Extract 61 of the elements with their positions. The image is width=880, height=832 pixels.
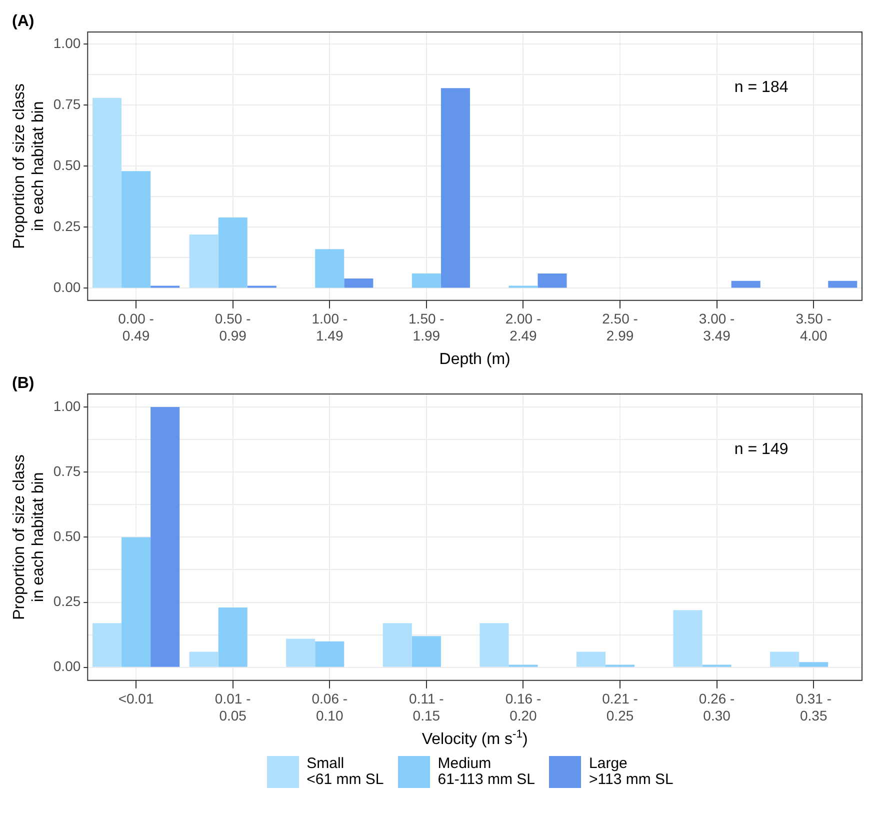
x-tick-label: 0.01 - 0.05 xyxy=(214,690,252,724)
x-tick-label: 0.50 - 0.99 xyxy=(214,310,252,344)
x-tick-label: 1.50 - 1.99 xyxy=(408,310,445,344)
bar xyxy=(189,234,218,288)
bar xyxy=(315,249,344,288)
x-tick-label: 0.11 - 0.15 xyxy=(409,690,444,724)
bar xyxy=(799,662,828,667)
bar xyxy=(382,623,412,667)
x-tick-label: 0.21 - 0.25 xyxy=(602,690,638,724)
bar xyxy=(412,636,441,667)
y-tick-label: 0.50 xyxy=(53,528,81,544)
legend-label: Small <61 mm SL xyxy=(306,755,384,788)
y-tick-label: 0.25 xyxy=(53,593,81,610)
bar xyxy=(440,88,470,288)
y-tick-label: 0.00 xyxy=(53,279,81,296)
bar xyxy=(286,638,316,667)
bar xyxy=(315,641,344,667)
bar xyxy=(576,652,606,667)
annotation: n = 184 xyxy=(734,79,788,96)
x-tick-label: 0.06 - 0.10 xyxy=(312,690,348,724)
y-tick-label: 0.25 xyxy=(53,218,81,234)
bar xyxy=(480,623,509,667)
bar xyxy=(731,280,760,288)
x-tick-label: 0.16 - 0.20 xyxy=(505,690,542,724)
chart-title: (B) xyxy=(12,375,34,392)
bar xyxy=(92,623,122,667)
bar xyxy=(673,610,702,667)
y-axis-title: Proportion of size class in each habitat bin xyxy=(11,454,48,620)
bar xyxy=(828,280,858,288)
bar xyxy=(218,217,248,288)
bar xyxy=(122,537,151,667)
chart-title: (A) xyxy=(12,13,34,30)
bar xyxy=(344,278,374,288)
x-tick-label: 0.00 - 0.49 xyxy=(118,310,154,344)
bar xyxy=(218,608,248,667)
x-tick-label: 1.00 - 1.49 xyxy=(312,310,348,344)
y-tick-label: 1.00 xyxy=(53,35,81,52)
y-tick-label: 0.75 xyxy=(53,462,81,479)
y-tick-label: 1.00 xyxy=(53,398,81,414)
x-tick-label: 0.31 - 0.35 xyxy=(796,690,832,724)
y-tick-label: 0.75 xyxy=(53,96,81,112)
bar xyxy=(150,407,180,667)
bar xyxy=(122,171,151,288)
x-tick-label: 3.00 - 3.49 xyxy=(698,310,736,344)
y-tick-label: 0.00 xyxy=(53,658,81,674)
x-tick-label: 2.50 - 2.99 xyxy=(602,310,638,344)
bar xyxy=(92,98,122,288)
x-tick-label: 2.00 - 2.49 xyxy=(505,310,542,344)
bar xyxy=(770,652,800,667)
legend-label: Medium 61-113 mm SL xyxy=(438,755,536,788)
bar xyxy=(538,274,567,288)
bar xyxy=(412,274,441,288)
legend-label: Large >113 mm SL xyxy=(589,755,674,788)
y-axis-title: Proportion of size class in each habitat bin xyxy=(11,83,48,249)
x-tick-label: <0.01 xyxy=(118,690,154,707)
x-axis-title: Depth (m) xyxy=(439,351,510,368)
x-tick-label: 3.50 - 4.00 xyxy=(796,310,832,344)
annotation: n = 149 xyxy=(734,441,788,458)
bar xyxy=(189,652,218,667)
x-tick-label: 0.26 - 0.30 xyxy=(698,690,736,724)
y-tick-label: 0.50 xyxy=(53,157,81,174)
